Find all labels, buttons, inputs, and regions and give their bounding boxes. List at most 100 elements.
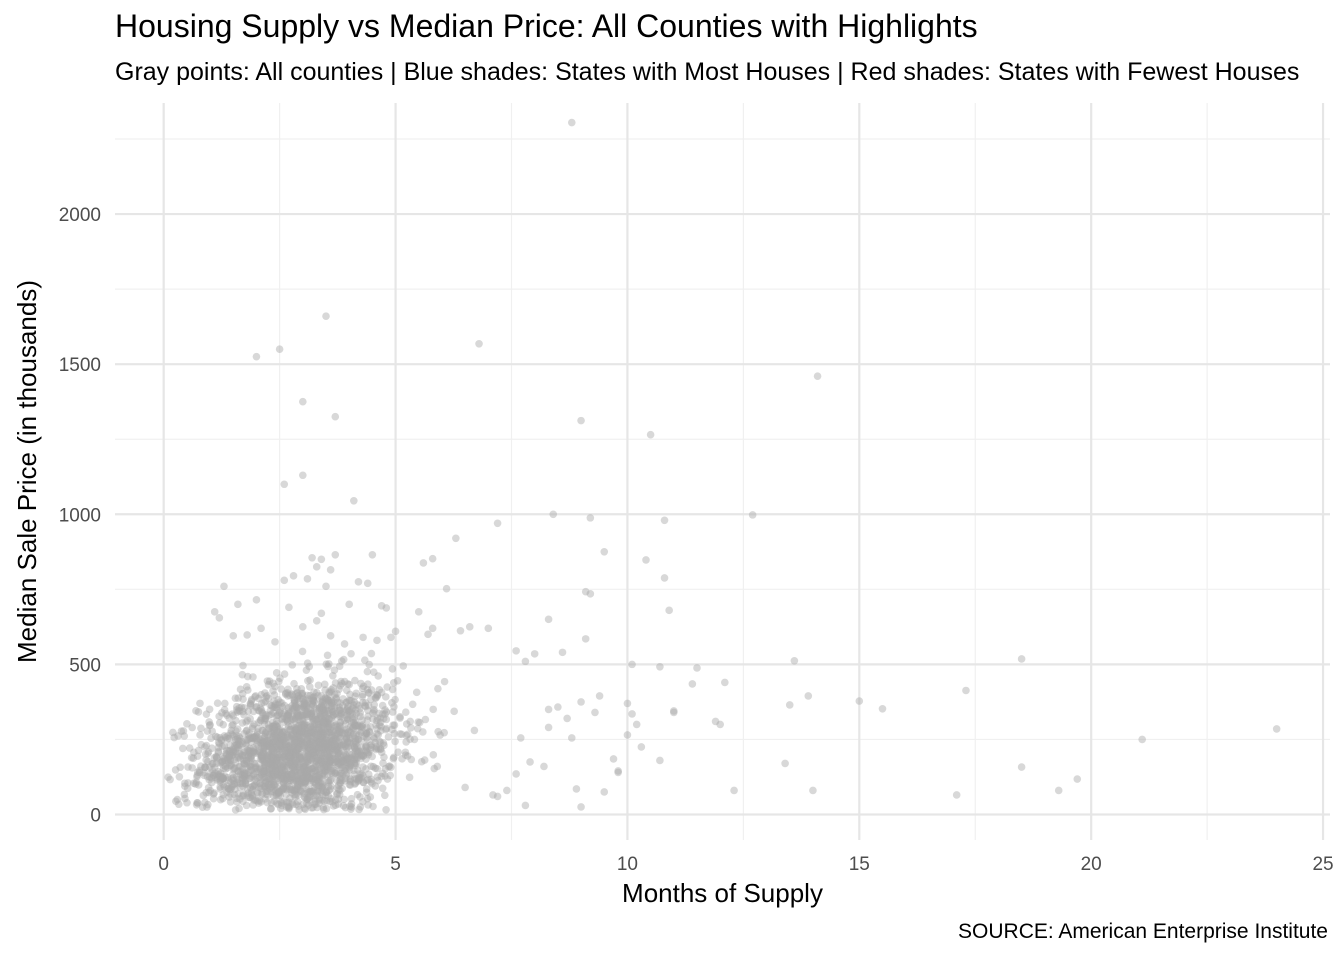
data-point bbox=[349, 737, 358, 746]
data-point bbox=[225, 785, 234, 794]
data-point bbox=[255, 773, 264, 781]
data-point bbox=[273, 770, 282, 779]
data-point bbox=[259, 763, 268, 772]
data-point bbox=[305, 740, 314, 748]
data-point bbox=[255, 783, 263, 792]
data-point bbox=[330, 736, 338, 744]
data-point bbox=[267, 760, 276, 769]
data-point bbox=[290, 695, 298, 704]
data-point bbox=[353, 790, 362, 799]
data-point bbox=[267, 760, 275, 769]
data-point bbox=[345, 759, 353, 767]
data-point bbox=[364, 775, 372, 784]
data-point bbox=[253, 773, 261, 782]
data-point bbox=[300, 741, 309, 750]
data-point bbox=[370, 705, 378, 714]
data-point bbox=[204, 748, 213, 756]
data-point bbox=[285, 774, 294, 783]
data-point bbox=[379, 769, 387, 778]
data-point bbox=[333, 698, 342, 707]
data-point bbox=[236, 763, 244, 771]
data-point bbox=[213, 776, 221, 784]
data-point bbox=[289, 748, 298, 757]
data-point bbox=[240, 759, 248, 768]
data-point bbox=[293, 703, 301, 712]
data-point bbox=[308, 554, 316, 562]
data-point bbox=[314, 718, 323, 727]
data-point bbox=[332, 694, 341, 703]
data-point bbox=[239, 797, 247, 806]
data-point bbox=[214, 747, 223, 756]
data-point bbox=[373, 716, 381, 725]
data-point bbox=[232, 731, 241, 740]
data-point bbox=[287, 722, 296, 731]
data-point bbox=[284, 711, 293, 720]
data-point bbox=[382, 725, 390, 734]
data-point bbox=[353, 742, 361, 751]
data-point bbox=[526, 758, 534, 766]
data-point bbox=[314, 720, 323, 729]
data-point bbox=[293, 737, 302, 746]
data-point bbox=[307, 707, 316, 716]
data-point bbox=[303, 795, 311, 804]
data-point bbox=[319, 765, 328, 773]
data-point bbox=[327, 737, 336, 746]
data-point bbox=[303, 751, 312, 760]
data-point bbox=[325, 736, 334, 744]
data-point bbox=[308, 694, 316, 702]
data-point bbox=[313, 766, 322, 774]
data-point bbox=[301, 762, 310, 770]
data-point bbox=[317, 751, 325, 760]
data-point bbox=[319, 722, 327, 731]
data-point bbox=[269, 733, 277, 742]
data-point bbox=[352, 759, 361, 768]
data-point bbox=[267, 764, 276, 772]
data-point bbox=[332, 735, 340, 743]
data-point bbox=[246, 700, 255, 709]
data-point bbox=[229, 720, 237, 729]
data-point bbox=[219, 761, 227, 770]
data-point bbox=[272, 669, 281, 677]
data-point bbox=[318, 698, 327, 707]
data-point bbox=[263, 691, 271, 700]
data-point bbox=[356, 793, 364, 801]
data-point bbox=[282, 772, 291, 781]
data-point bbox=[291, 736, 299, 745]
data-point bbox=[350, 743, 359, 752]
data-point bbox=[309, 763, 318, 771]
data-point bbox=[353, 721, 362, 730]
data-point bbox=[347, 794, 356, 803]
data-point bbox=[245, 748, 253, 757]
data-point bbox=[303, 751, 312, 760]
data-point bbox=[338, 784, 346, 793]
data-point bbox=[343, 738, 352, 747]
data-point bbox=[301, 777, 309, 786]
data-point bbox=[371, 694, 380, 702]
data-point bbox=[370, 734, 378, 743]
y-axis-title: Median Sale Price (in thousands) bbox=[12, 280, 42, 663]
data-point bbox=[299, 703, 308, 711]
data-point bbox=[362, 785, 371, 793]
data-point bbox=[350, 755, 359, 764]
data-point bbox=[271, 761, 280, 769]
data-point bbox=[554, 703, 562, 711]
data-point bbox=[242, 718, 250, 726]
data-point bbox=[340, 640, 349, 648]
data-point bbox=[193, 771, 202, 779]
data-point bbox=[401, 748, 410, 757]
y-tick-label: 2000 bbox=[59, 205, 101, 226]
data-point bbox=[272, 754, 281, 763]
data-point bbox=[364, 712, 372, 720]
data-point bbox=[199, 791, 208, 800]
data-point bbox=[232, 716, 240, 725]
data-point bbox=[299, 623, 307, 631]
data-point bbox=[269, 687, 277, 695]
data-point bbox=[262, 777, 270, 786]
data-point bbox=[312, 711, 320, 720]
data-point bbox=[282, 738, 290, 747]
data-point bbox=[226, 754, 235, 763]
data-point bbox=[238, 670, 247, 679]
data-point bbox=[372, 745, 380, 754]
data-point bbox=[280, 767, 288, 775]
data-point bbox=[164, 773, 172, 781]
